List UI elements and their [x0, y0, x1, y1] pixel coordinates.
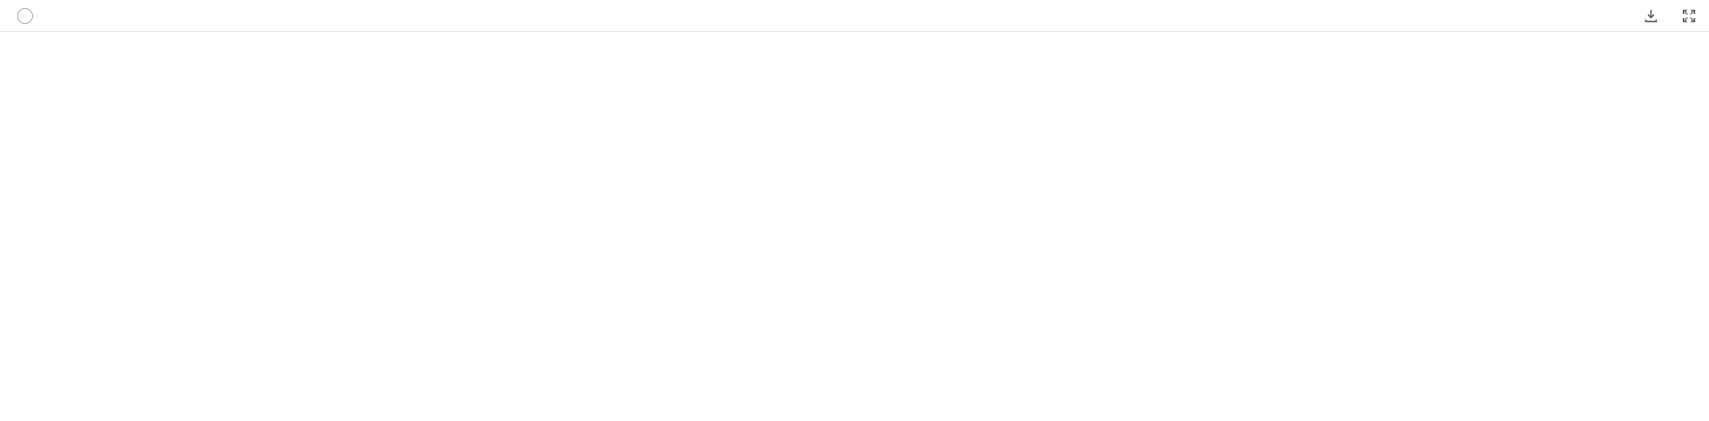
- header-actions: [1643, 8, 1697, 24]
- download-icon[interactable]: [1643, 8, 1659, 24]
- help-icon[interactable]: [17, 7, 33, 24]
- header-divider: [0, 31, 1709, 32]
- header: [0, 0, 1709, 31]
- fullscreen-expand-icon[interactable]: [1681, 8, 1697, 24]
